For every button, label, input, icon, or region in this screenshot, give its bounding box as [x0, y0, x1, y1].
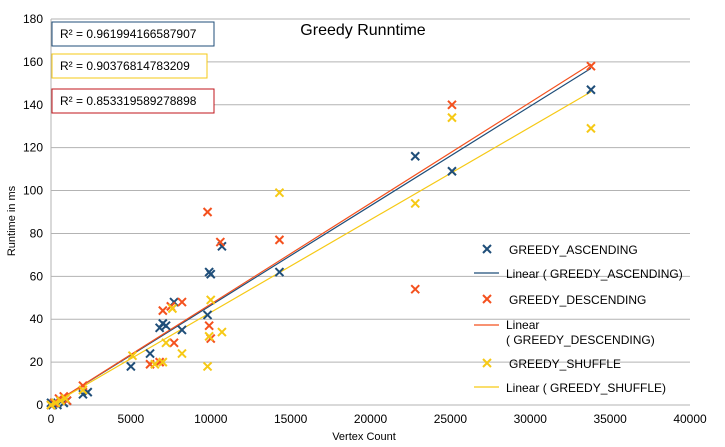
legend-entry-shuffle: GREEDY_SHUFFLE	[482, 357, 621, 371]
point-shuffle	[202, 361, 213, 372]
legend: GREEDY_ASCENDING Linear ( GREEDY_ASCENDI…	[474, 243, 683, 395]
y-axis-title: Runtime in ms	[6, 185, 18, 256]
point-shuffle	[206, 295, 216, 305]
trendline-descending	[50, 63, 592, 406]
x-tick-label: 20000	[354, 412, 388, 426]
point-descending	[447, 100, 457, 110]
point-descending	[274, 235, 285, 245]
x-tick-label: 0	[48, 412, 55, 426]
legend-entry-descending: GREEDY_DESCENDING	[482, 293, 646, 307]
r-squared-shuffle-text: R² = 0.90376814783209	[60, 59, 190, 73]
trendlines	[50, 63, 592, 406]
point-ascending	[410, 151, 420, 161]
legend-entry-ascending: GREEDY_ASCENDING	[482, 243, 638, 257]
point-ascending	[161, 320, 171, 331]
r-squared-descending: R² = 0.853319589278898	[51, 88, 215, 114]
point-descending	[202, 207, 213, 217]
legend-label-descending-trend-line2: ( GREEDY_DESCENDING)	[506, 333, 655, 347]
point-ascending	[126, 361, 136, 372]
legend-entry-shuffle-trend: Linear ( GREEDY_SHUFFLE)	[474, 381, 666, 395]
y-tick-label: 80	[30, 226, 44, 240]
r-squared-ascending-box	[51, 21, 215, 47]
legend-marker-descending	[482, 294, 492, 304]
r-squared-ascending-text: R² = 0.961994166587907	[60, 27, 197, 41]
y-tick-label: 120	[23, 141, 43, 155]
y-tick-label: 100	[23, 184, 43, 198]
point-shuffle	[60, 393, 71, 404]
point-descending	[158, 305, 168, 316]
legend-marker-shuffle	[482, 358, 492, 368]
data-points	[46, 61, 596, 410]
legend-label-descending: GREEDY_DESCENDING	[509, 293, 646, 307]
legend-label-ascending-trend: Linear ( GREEDY_ASCENDING)	[506, 267, 683, 281]
y-tick-label: 20	[30, 355, 44, 369]
point-descending	[169, 338, 179, 348]
y-tick-label: 140	[23, 98, 43, 112]
point-ascending	[586, 85, 596, 95]
x-tick-label: 25000	[434, 412, 468, 426]
point-shuffle	[274, 187, 285, 198]
point-descending	[586, 61, 596, 71]
point-shuffle	[78, 385, 88, 395]
r-squared-shuffle-box	[51, 53, 208, 79]
trendline-shuffle	[50, 91, 592, 406]
point-descending	[410, 284, 420, 294]
r-squared-shuffle: R² = 0.90376814783209	[51, 53, 208, 79]
legend-entry-ascending-trend: Linear ( GREEDY_ASCENDING)	[474, 267, 683, 281]
point-ascending	[204, 267, 214, 277]
x-tick-label: 10000	[194, 412, 228, 426]
point-shuffle	[410, 198, 420, 209]
point-ascending	[447, 166, 457, 176]
point-descending	[177, 297, 187, 307]
tick-labels: 0 20 40 60 80 100 120 140 160 180 0 5000 10000 15000 2…	[23, 12, 707, 426]
point-shuffle	[217, 327, 227, 337]
x-tick-label: 15000	[274, 412, 308, 426]
y-tick-label: 180	[23, 12, 43, 26]
x-tick-label: 35000	[593, 412, 627, 426]
point-shuffle	[150, 359, 160, 369]
legend-label-shuffle-trend: Linear ( GREEDY_SHUFFLE)	[506, 381, 666, 395]
chart-title: Greedy Runntime	[300, 22, 425, 39]
r-squared-ascending: R² = 0.961994166587907	[51, 21, 215, 47]
point-ascending	[83, 387, 93, 397]
legend-label-descending-trend-line1: Linear	[506, 318, 539, 332]
legend-entry-descending-trend: Linear ( GREEDY_DESCENDING)	[474, 318, 655, 347]
point-shuffle	[177, 348, 187, 359]
trendline-ascending	[50, 67, 592, 406]
legend-marker-ascending	[482, 244, 492, 254]
legend-label-ascending: GREEDY_ASCENDING	[509, 243, 638, 257]
point-shuffle	[55, 396, 66, 406]
point-shuffle	[158, 357, 168, 367]
point-shuffle	[46, 400, 56, 410]
point-ascending	[145, 348, 155, 359]
point-descending	[204, 320, 214, 331]
point-descending	[215, 237, 226, 247]
r-squared-descending-text: R² = 0.853319589278898	[60, 94, 197, 108]
point-shuffle	[167, 303, 178, 314]
axes	[50, 19, 690, 406]
legend-label-shuffle: GREEDY_SHUFFLE	[509, 357, 621, 371]
x-axis-title: Vertex Count	[332, 431, 396, 443]
point-ascending	[274, 267, 285, 277]
r-squared-descending-box	[51, 88, 215, 114]
x-tick-label: 30000	[514, 412, 548, 426]
point-descending	[154, 357, 165, 367]
point-ascending	[177, 325, 187, 335]
point-shuffle	[586, 123, 596, 134]
y-tick-label: 0	[36, 398, 43, 412]
point-ascending	[202, 310, 213, 320]
point-shuffle	[161, 338, 171, 348]
y-tick-label: 40	[30, 312, 44, 326]
x-tick-label: 40000	[673, 412, 707, 426]
point-shuffle	[51, 398, 61, 408]
x-tick-label: 5000	[118, 412, 145, 426]
point-shuffle	[447, 112, 457, 123]
point-shuffle	[127, 350, 138, 361]
y-tick-label: 60	[30, 269, 44, 283]
point-shuffle	[204, 331, 214, 342]
y-tick-label: 160	[23, 55, 43, 69]
